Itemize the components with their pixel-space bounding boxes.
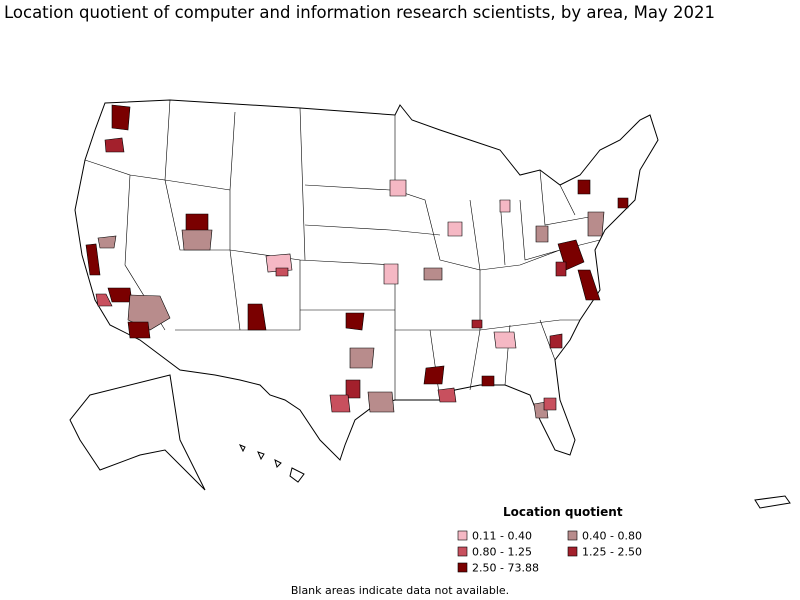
legend-label: 0.80 - 1.25 <box>472 546 532 559</box>
footnote: Blank areas indicate data not available. <box>291 584 509 597</box>
area <box>181 229 213 251</box>
area <box>577 179 591 195</box>
area <box>383 263 399 285</box>
area <box>107 287 133 303</box>
area <box>577 269 601 301</box>
puerto-rico <box>754 495 791 509</box>
hawaii <box>238 444 305 483</box>
area <box>555 261 567 277</box>
area <box>265 253 293 273</box>
area <box>367 391 395 413</box>
area <box>97 235 117 249</box>
area <box>535 225 549 243</box>
area <box>95 293 113 307</box>
legend-label: 2.50 - 73.88 <box>472 562 539 575</box>
map-title: Location quotient of computer and inform… <box>4 3 715 22</box>
area <box>329 394 351 413</box>
area <box>345 312 365 331</box>
legend-label: 0.11 - 0.40 <box>472 530 532 543</box>
area <box>345 379 361 399</box>
area <box>389 179 407 197</box>
area <box>617 197 629 209</box>
area <box>471 319 483 329</box>
area <box>127 294 171 331</box>
area <box>447 221 463 237</box>
area <box>349 347 375 369</box>
area <box>543 397 557 411</box>
area <box>481 375 495 387</box>
area <box>437 387 457 403</box>
area <box>423 267 443 281</box>
areas <box>85 104 629 419</box>
area <box>587 211 605 237</box>
legend: Location quotient 0.11 - 0.40 0.40 - 0.80… <box>457 505 642 575</box>
legend-swatch <box>457 530 468 541</box>
alaska <box>69 374 206 491</box>
legend-swatch <box>567 546 578 557</box>
area <box>247 303 267 331</box>
area <box>275 267 289 277</box>
legend-swatch <box>457 546 468 557</box>
legend-label: 0.40 - 0.80 <box>582 530 642 543</box>
area <box>185 213 209 233</box>
legend-title: Location quotient <box>503 505 623 519</box>
area <box>104 137 125 153</box>
area <box>499 199 511 213</box>
area <box>85 243 101 276</box>
legend-swatch <box>567 530 578 541</box>
area <box>549 333 563 349</box>
us-mainland <box>74 99 659 461</box>
area <box>127 321 151 339</box>
map <box>69 99 791 509</box>
area <box>423 365 445 385</box>
legend-swatch <box>457 562 468 573</box>
area <box>111 104 131 131</box>
state-borders <box>84 99 601 401</box>
legend-label: 1.25 - 2.50 <box>582 546 642 559</box>
area <box>493 331 517 349</box>
